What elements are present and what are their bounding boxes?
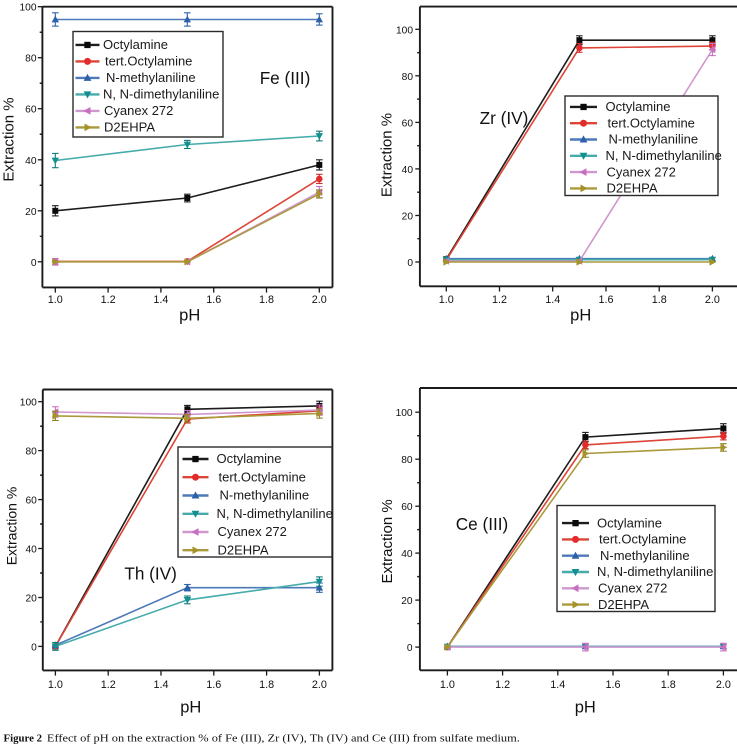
svg-text:N-methylaniline: N-methylaniline <box>609 132 699 147</box>
svg-text:Cyanex 272: Cyanex 272 <box>104 103 173 118</box>
svg-text:Zr (IV): Zr (IV) <box>480 108 529 128</box>
svg-text:1.2: 1.2 <box>495 679 510 691</box>
svg-text:80: 80 <box>402 72 414 83</box>
svg-text:pH: pH <box>570 307 591 325</box>
svg-text:Cyanex 272: Cyanex 272 <box>607 164 676 179</box>
svg-text:40: 40 <box>25 156 37 167</box>
svg-text:Extraction %: Extraction % <box>379 113 396 197</box>
svg-text:2.0: 2.0 <box>312 679 327 691</box>
svg-text:Figure 2: Figure 2 <box>4 732 43 744</box>
svg-text:Fe (III): Fe (III) <box>260 68 311 88</box>
svg-text:tert.Octylamine: tert.Octylamine <box>599 532 686 547</box>
svg-text:Octylamine: Octylamine <box>217 451 282 466</box>
svg-text:0: 0 <box>31 642 37 653</box>
svg-text:80: 80 <box>401 455 413 466</box>
svg-text:pH: pH <box>575 699 596 717</box>
svg-text:40: 40 <box>25 545 37 556</box>
svg-text:2.0: 2.0 <box>312 294 327 306</box>
svg-text:N-methylaniline: N-methylaniline <box>600 548 690 563</box>
svg-text:2.0: 2.0 <box>716 679 731 691</box>
svg-text:N-methylaniline: N-methylaniline <box>106 70 196 85</box>
svg-text:1.2: 1.2 <box>101 294 116 306</box>
svg-text:N, N-dimethylaniline: N, N-dimethylaniline <box>597 564 713 579</box>
svg-text:1.6: 1.6 <box>598 294 613 306</box>
svg-text:1.0: 1.0 <box>48 679 63 691</box>
svg-text:tert.Octylamine: tert.Octylamine <box>105 54 192 69</box>
svg-text:1.4: 1.4 <box>153 679 168 691</box>
svg-text:tert.Octylamine: tert.Octylamine <box>608 115 695 130</box>
svg-text:1.2: 1.2 <box>492 294 507 306</box>
svg-text:1.0: 1.0 <box>48 294 63 306</box>
svg-text:1.6: 1.6 <box>206 294 221 306</box>
svg-text:1.4: 1.4 <box>545 294 560 306</box>
svg-text:D2EHPA: D2EHPA <box>598 597 649 612</box>
svg-text:20: 20 <box>25 207 37 218</box>
svg-text:1.6: 1.6 <box>605 679 620 691</box>
svg-text:Octylamine: Octylamine <box>597 515 662 530</box>
svg-text:1.4: 1.4 <box>153 294 168 306</box>
svg-text:1.4: 1.4 <box>550 679 565 691</box>
svg-text:60: 60 <box>25 105 37 116</box>
svg-text:Cyanex 272: Cyanex 272 <box>218 524 287 539</box>
svg-text:Extraction %: Extraction % <box>3 487 19 566</box>
svg-text:80: 80 <box>25 447 37 458</box>
svg-text:100: 100 <box>396 408 413 419</box>
svg-text:pH: pH <box>180 699 201 717</box>
svg-text:N-methylaniline: N-methylaniline <box>220 488 310 503</box>
svg-text:Th (IV): Th (IV) <box>124 563 177 583</box>
svg-text:20: 20 <box>401 596 413 607</box>
svg-text:N, N-dimethylaniline: N, N-dimethylaniline <box>217 506 333 521</box>
svg-text:0: 0 <box>31 258 37 269</box>
svg-text:100: 100 <box>20 3 37 14</box>
svg-text:1.8: 1.8 <box>661 679 676 691</box>
svg-text:1.8: 1.8 <box>259 294 274 306</box>
svg-text:80: 80 <box>25 54 37 65</box>
svg-text:0: 0 <box>407 643 413 654</box>
svg-text:Effect of pH on the extraction: Effect of pH on the extraction % of Fe (… <box>47 732 520 744</box>
svg-text:Ce (III): Ce (III) <box>456 514 509 534</box>
svg-text:N, N-dimethylaniline: N, N-dimethylaniline <box>103 87 219 102</box>
svg-text:D2EHPA: D2EHPA <box>607 181 658 196</box>
svg-text:60: 60 <box>25 496 37 507</box>
svg-text:100: 100 <box>396 25 413 36</box>
svg-text:0: 0 <box>407 258 413 269</box>
svg-text:Octylamine: Octylamine <box>103 37 168 52</box>
svg-text:D2EHPA: D2EHPA <box>218 543 269 558</box>
svg-text:20: 20 <box>402 212 414 223</box>
svg-text:60: 60 <box>402 118 414 129</box>
svg-text:60: 60 <box>401 502 413 513</box>
svg-text:Extraction %: Extraction % <box>379 499 396 583</box>
svg-text:tert.Octylamine: tert.Octylamine <box>219 469 306 484</box>
svg-text:D2EHPA: D2EHPA <box>104 120 155 135</box>
svg-text:pH: pH <box>179 307 200 325</box>
svg-text:Octylamine: Octylamine <box>606 99 671 114</box>
svg-text:40: 40 <box>402 165 414 176</box>
svg-text:N, N-dimethylaniline: N, N-dimethylaniline <box>606 148 722 163</box>
svg-text:Extraction %: Extraction % <box>1 97 18 181</box>
svg-text:1.6: 1.6 <box>206 679 221 691</box>
svg-text:1.2: 1.2 <box>101 679 116 691</box>
svg-text:1.8: 1.8 <box>652 294 667 306</box>
svg-text:20: 20 <box>25 594 37 605</box>
svg-text:1.0: 1.0 <box>440 679 455 691</box>
svg-text:1.8: 1.8 <box>259 679 274 691</box>
svg-text:100: 100 <box>20 398 37 409</box>
svg-text:40: 40 <box>401 549 413 560</box>
svg-text:2.0: 2.0 <box>705 294 720 306</box>
svg-text:1.0: 1.0 <box>439 294 454 306</box>
svg-text:Cyanex 272: Cyanex 272 <box>598 581 667 596</box>
